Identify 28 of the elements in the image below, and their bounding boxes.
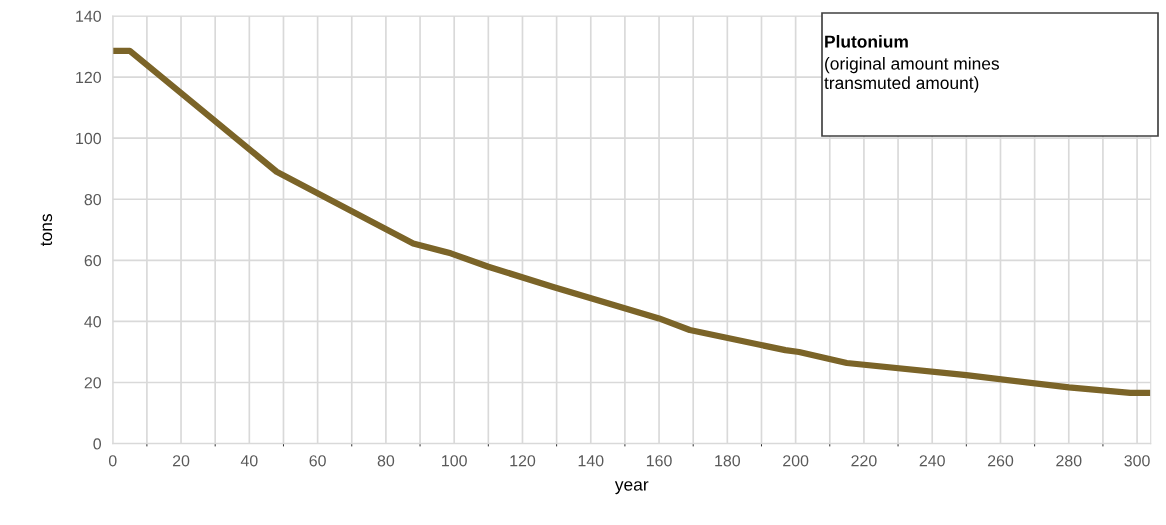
y-tick-label: 0 xyxy=(93,438,102,450)
x-tick-label: 80 xyxy=(377,455,395,467)
x-tick-label: 40 xyxy=(240,455,258,467)
x-tick-label: 20 xyxy=(172,455,190,467)
x-tick-label: 220 xyxy=(851,455,877,467)
x-tick-label: 140 xyxy=(578,455,604,467)
x-tick-label: 260 xyxy=(987,455,1014,467)
y-tick-label: 20 xyxy=(84,377,102,389)
x-tick-label: 280 xyxy=(1056,455,1082,467)
y-tick-label: 100 xyxy=(76,132,102,145)
y-tick-label: 80 xyxy=(84,193,102,206)
y-tick-label: 140 xyxy=(76,10,102,22)
x-tick-label: 240 xyxy=(919,455,945,467)
y-tick-label: 60 xyxy=(84,255,102,267)
y-axis-title: tons xyxy=(40,214,53,246)
x-tick-label: 60 xyxy=(309,455,326,467)
y-tick-label: 120 xyxy=(76,71,102,84)
x-tick-label: 100 xyxy=(442,455,467,467)
x-axis-title: year xyxy=(614,481,649,495)
x-tick-label: 120 xyxy=(510,455,536,467)
x-tick-label: 180 xyxy=(715,455,741,467)
x-tick-label: 200 xyxy=(783,455,809,467)
x-tick-label: 160 xyxy=(646,455,672,467)
x-tick-label: 0 xyxy=(108,455,117,467)
annotation: Plutonium xyxy=(825,35,908,48)
x-tick-label: 300 xyxy=(1124,455,1150,467)
y-tick-label: 40 xyxy=(84,316,102,328)
annotation: (original amount mines transmuted amount) xyxy=(824,57,999,93)
